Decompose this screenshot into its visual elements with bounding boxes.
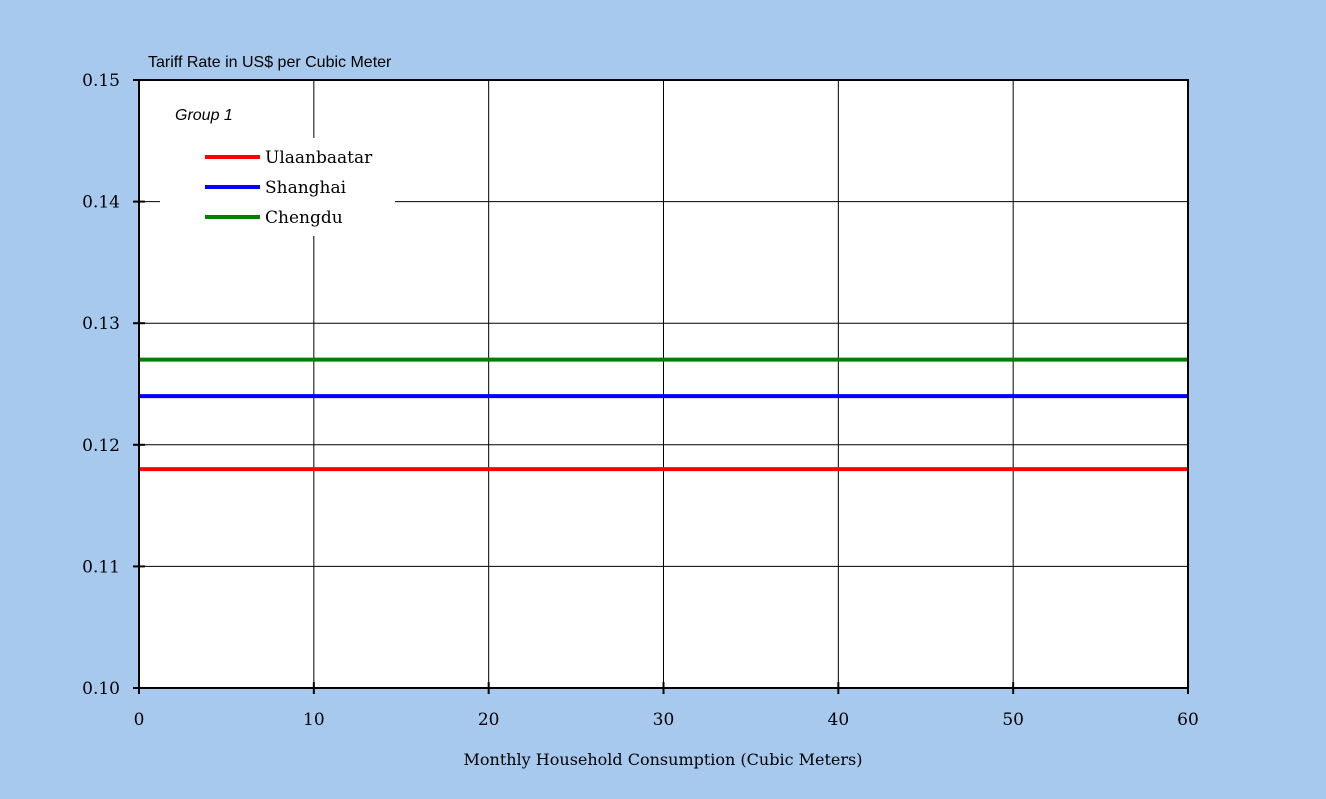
y-tick-label: 0.14 <box>82 193 120 213</box>
y-tick-label: 0.13 <box>82 314 120 334</box>
y-tick-label: 0.10 <box>82 679 120 699</box>
y-tick-label: 0.15 <box>82 71 120 91</box>
legend-label-shanghai: Shanghai <box>265 178 347 198</box>
series-group <box>139 357 1188 472</box>
y-tick-label: 0.11 <box>82 557 120 577</box>
x-axis-title: Monthly Household Consumption (Cubic Met… <box>464 750 863 769</box>
x-tick-label: 0 <box>134 710 145 730</box>
x-tick-label: 10 <box>303 710 325 730</box>
x-tick-label: 20 <box>478 710 500 730</box>
group-annotation: Group 1 <box>175 107 233 124</box>
x-tick-label: 50 <box>1002 710 1024 730</box>
legend-box <box>160 138 395 236</box>
legend-label-ulaanbaatar: Ulaanbaatar <box>265 148 373 168</box>
legend-label-chengdu: Chengdu <box>265 208 343 228</box>
x-tick-label: 60 <box>1177 710 1199 730</box>
x-tick-label: 30 <box>653 710 675 730</box>
y-axis-title: Tariff Rate in US$ per Cubic Meter <box>148 54 392 71</box>
axes: 0 10 20 30 40 50 60 0.10 0.11 0.12 0.13 0.14 0.15 <box>82 71 1199 730</box>
x-tick-label: 40 <box>828 710 850 730</box>
y-tick-label: 0.12 <box>82 436 120 456</box>
legend: Ulaanbaatar Shanghai Chengdu <box>160 138 395 236</box>
